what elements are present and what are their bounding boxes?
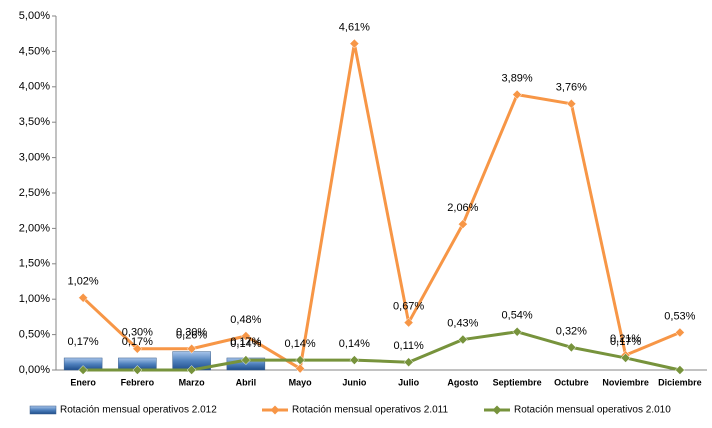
- data-label: 0,30%: [176, 327, 207, 339]
- legend-label: Rotación mensual operativos 2.011: [292, 405, 448, 416]
- x-tick-label: Febrero: [121, 377, 155, 387]
- marker: [403, 317, 414, 328]
- data-label: 0,48%: [230, 314, 261, 326]
- marker: [512, 89, 522, 100]
- data-label: 0,54%: [502, 310, 533, 322]
- data-label: 1,02%: [68, 276, 99, 288]
- marker: [403, 357, 414, 368]
- marker: [78, 365, 88, 375]
- x-tick-label: Septiembre: [493, 377, 542, 387]
- marker: [675, 365, 685, 375]
- data-label: 0,26%: [176, 329, 207, 341]
- marker: [566, 98, 577, 109]
- data-label: 0,53%: [664, 310, 695, 322]
- data-label: 3,76%: [556, 82, 587, 94]
- marker: [241, 355, 251, 365]
- legend-swatch: [29, 405, 57, 415]
- data-label: 2,06%: [447, 202, 478, 214]
- x-tick-label: Marzo: [179, 377, 206, 387]
- marker: [132, 343, 143, 354]
- marker: [78, 292, 88, 303]
- y-tick-label: 4,50%: [19, 45, 50, 57]
- x-tick-label: Octubre: [554, 377, 589, 387]
- marker: [620, 353, 631, 363]
- x-tick-label: Enero: [70, 377, 96, 387]
- series-line: [82, 42, 681, 371]
- marker: [186, 343, 197, 354]
- y-tick-label: 1,50%: [19, 258, 50, 270]
- x-tick-label: Agosto: [447, 377, 478, 387]
- y-tick-label: 4,00%: [19, 81, 50, 93]
- data-label: 0,43%: [447, 317, 478, 329]
- data-label: 0,14%: [339, 338, 370, 350]
- data-label: 0,32%: [556, 325, 587, 337]
- marker: [675, 327, 685, 338]
- y-tick-label: 1,00%: [19, 293, 50, 305]
- marker: [132, 365, 143, 375]
- data-label: 0,14%: [230, 338, 261, 350]
- y-tick-label: 3,50%: [19, 116, 50, 128]
- marker: [295, 363, 305, 374]
- data-label: 0,17%: [610, 336, 641, 348]
- x-tick-label: Junio: [342, 377, 367, 387]
- series-line: [83, 330, 681, 372]
- y-tick-label: 2,00%: [19, 222, 50, 234]
- y-tick-label: 0,50%: [19, 329, 50, 341]
- data-label: 0,14%: [285, 338, 316, 350]
- data-label: 0,30%: [122, 327, 153, 339]
- data-label: 0,11%: [393, 340, 424, 352]
- marker: [458, 219, 468, 230]
- legend-marker: [270, 405, 280, 415]
- x-tick-label: Mayo: [289, 377, 313, 387]
- data-label: 0,67%: [393, 300, 424, 312]
- x-tick-label: Julio: [398, 377, 420, 387]
- data-label: 0,17%: [122, 336, 153, 348]
- x-tick-label: Abril: [236, 377, 257, 387]
- data-label: 0,17%: [68, 336, 99, 348]
- x-tick-label: Diciembre: [658, 377, 702, 387]
- data-label: 3,89%: [502, 72, 533, 84]
- y-tick-label: 0,00%: [19, 364, 50, 376]
- data-label: 4,61%: [339, 22, 370, 34]
- marker: [349, 355, 360, 365]
- x-tick-label: Noviembre: [602, 377, 649, 387]
- marker: [295, 355, 305, 365]
- legend-label: Rotación mensual operativos 2.012: [60, 405, 217, 416]
- y-tick-label: 5,00%: [19, 10, 50, 22]
- marker: [566, 342, 577, 353]
- legend-label: Rotación mensual operativos 2.010: [514, 405, 671, 416]
- marker: [241, 331, 251, 341]
- marker: [512, 326, 522, 337]
- marker: [458, 334, 468, 345]
- marker: [349, 38, 360, 49]
- data-label: 0,21%: [610, 333, 641, 345]
- marker: [186, 365, 197, 375]
- legend-marker: [492, 405, 502, 415]
- y-tick-label: 3,00%: [19, 152, 50, 164]
- data-label: 0,17%: [230, 336, 261, 348]
- y-tick-label: 2,50%: [19, 187, 50, 199]
